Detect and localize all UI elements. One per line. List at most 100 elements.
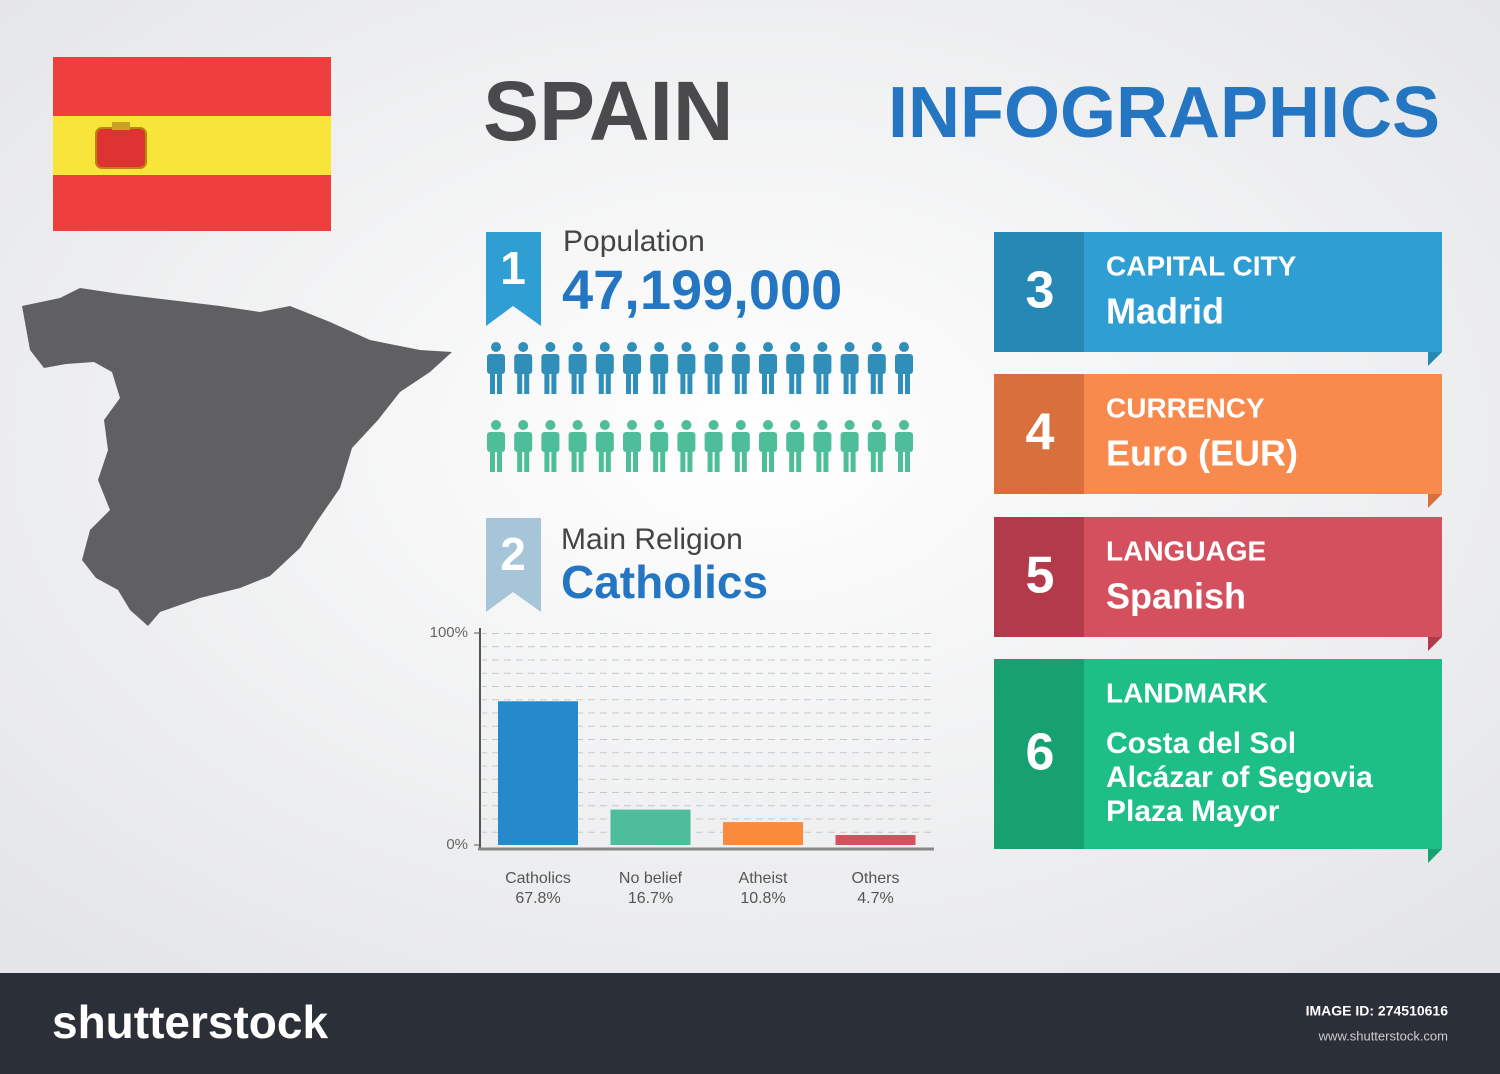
person-leg [571,450,577,472]
person-icon [840,420,859,472]
country-map [22,288,452,626]
x-tick-label: No belief [619,870,683,887]
person-body [514,354,533,374]
fact-value: Euro (EUR) [1106,433,1298,474]
person-head [871,342,882,352]
fact-side [994,517,1084,637]
person-icon [895,420,913,472]
person-leg [578,372,584,394]
item-number: 1 [500,242,526,294]
person-head [545,342,556,352]
person-leg [870,450,876,472]
person-body [595,432,614,452]
fact-fold [1428,637,1442,651]
fact-value: Spanish [1106,576,1246,617]
person-leg [789,450,795,472]
fact-side [994,659,1084,849]
person-head [844,342,855,352]
person-leg [605,372,611,394]
person-leg [762,450,767,472]
person-head [572,342,583,352]
person-leg [633,450,638,472]
person-head [627,420,637,430]
person-icon [759,342,777,394]
person-icon [514,420,533,472]
person-leg [687,450,693,472]
person-body [895,432,913,452]
person-head [654,342,665,352]
person-leg [769,372,774,394]
person-body [731,354,750,374]
person-leg [905,450,910,472]
ribbon [486,232,541,326]
fact-box: 5 LANGUAGE Spanish [994,517,1442,651]
fact-value: Costa del Sol [1106,727,1296,760]
person-icon [813,420,832,472]
person-icon [623,420,641,472]
person-leg [517,372,523,394]
person-head [763,342,773,352]
person-head [817,420,828,430]
person-body [677,354,696,374]
person-head [899,342,909,352]
person-icon [786,420,805,472]
person-head [518,420,529,430]
item-label: Main Religion [561,523,743,556]
person-body [867,354,886,374]
person-leg [497,372,502,394]
person-icon [514,342,533,394]
person-leg [734,450,740,472]
person-body [623,354,641,374]
country-title: SPAIN [483,64,733,158]
person-icon [568,420,587,472]
fact-number: 6 [1026,724,1055,782]
person-head [817,342,828,352]
person-leg [680,372,686,394]
y-tick-label: 0% [446,836,468,853]
x-tick-label: Catholics [505,870,571,887]
person-leg [898,450,903,472]
person-leg [823,372,829,394]
person-leg [816,450,822,472]
person-leg [544,450,550,472]
url: www.shutterstock.com [1318,1028,1448,1043]
person-leg [796,372,802,394]
person-body [541,354,560,374]
fact-side [994,232,1084,352]
bar [723,822,803,845]
person-body [650,354,669,374]
person-leg [653,450,659,472]
person-body [704,432,723,452]
value-label: 10.8% [740,890,785,907]
value-label: 4.7% [857,890,893,907]
fact-side [994,374,1084,494]
person-icon [867,342,886,394]
person-body [840,432,859,452]
fact-number: 5 [1026,547,1055,605]
person-leg [741,450,747,472]
person-body [786,354,805,374]
person-leg [687,372,693,394]
person-leg [734,372,740,394]
person-icon [677,342,696,394]
person-head [681,420,692,430]
person-leg [898,372,903,394]
brand: shutterstock [52,996,328,1048]
person-leg [680,450,686,472]
person-icon [677,420,696,472]
footer [0,973,1500,1074]
image-id: IMAGE ID: 274510616 [1306,1003,1449,1019]
person-body [568,354,587,374]
person-body [541,432,560,452]
person-leg [741,372,747,394]
fact-fold [1428,494,1442,508]
person-leg [626,450,631,472]
fact-fold [1428,849,1442,863]
person-leg [653,372,659,394]
person-leg [850,450,856,472]
person-leg [762,372,767,394]
person-leg [578,450,584,472]
person-leg [598,372,604,394]
